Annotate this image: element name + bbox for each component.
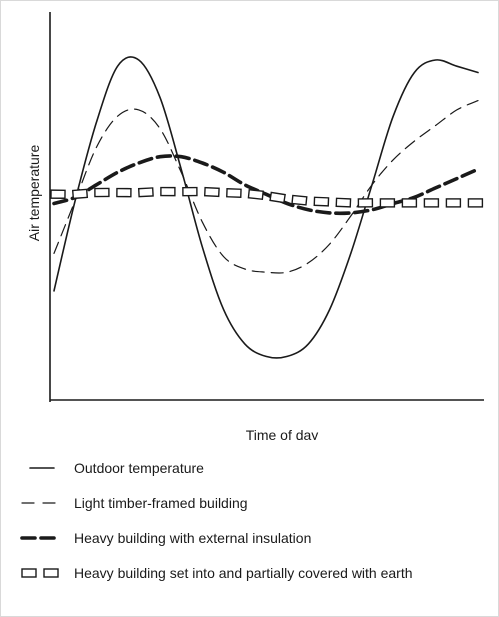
series-block-marker [247,189,264,200]
series-block-marker [50,189,66,199]
chart-axes [49,12,484,402]
legend: Outdoor temperature Light timber-framed b… [18,456,488,596]
series-line-outdoor-temperature [53,56,479,359]
legend-swatch [29,467,55,469]
series-layer [50,56,484,359]
x-axis-label: Time of day [246,427,319,440]
legend-item: Outdoor temperature [18,456,488,491]
legend-block-marker [21,568,37,578]
series-block-marker [160,186,176,197]
legend-swatch [21,502,61,504]
series-block-marker [116,187,132,198]
series-line-light-timber-framed-building [53,100,479,274]
series-line-heavy-building-with-external-insulation [52,154,480,216]
legend-swatch [21,568,59,578]
series-block-marker [467,198,484,208]
series-block-marker [291,194,308,206]
series-block-marker [357,198,374,208]
legend-swatch [20,536,62,540]
y-axis-label: Air temperature [26,145,42,242]
series-block-marker [401,198,418,208]
legend-item: Heavy building set into and partially co… [18,561,488,596]
series-block-marker [379,198,396,208]
legend-label: Light timber-framed building [74,495,248,511]
legend-item: Light timber-framed building [18,491,488,526]
series-block-marker [313,196,330,207]
series-heavy-building-set-into-and-partially-covered-with-earth [50,186,484,208]
series-block-marker [71,188,89,200]
series-block-marker [137,187,154,198]
series-block-marker [226,188,242,198]
chart-svg: Air temperature Time of day [26,12,484,440]
legend-item: Heavy building with external insulation [18,526,488,561]
legend-label: Heavy building with external insulation [74,530,312,546]
series-block-marker [94,187,110,198]
series-block-marker [335,197,352,208]
series-block-marker [445,198,462,208]
legend-label: Heavy building set into and partially co… [74,565,413,581]
series-block-marker [203,186,220,198]
legend-block-marker [43,568,59,578]
legend-label: Outdoor temperature [74,460,204,476]
series-block-marker [269,191,286,204]
series-block-marker [182,186,198,197]
series-block-marker [423,198,440,208]
